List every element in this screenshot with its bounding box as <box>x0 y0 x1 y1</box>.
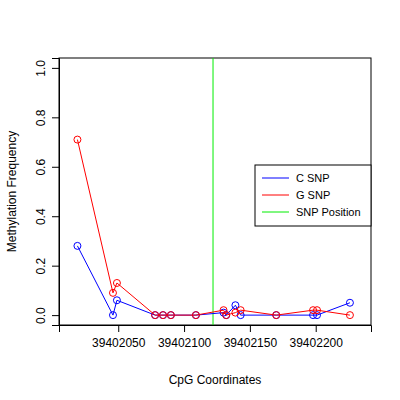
x-tick-label: 39402050 <box>92 336 146 350</box>
y-tick: 0.8 <box>34 109 59 126</box>
x-tick-label: 39402100 <box>158 336 212 350</box>
point <box>152 312 159 319</box>
y-tick: 0.2 <box>34 258 59 275</box>
legend-swatch <box>262 212 289 213</box>
y-axis-title: Methylation Frequency <box>5 131 19 252</box>
y-tick-label: 0.6 <box>34 159 48 176</box>
y-tick-label: 0.0 <box>34 307 48 324</box>
legend-label: G SNP <box>296 189 330 201</box>
x-tick: 39402100 <box>158 325 212 350</box>
point <box>109 289 116 296</box>
point <box>74 242 81 249</box>
y-tick: 1.0 <box>34 60 59 77</box>
point <box>273 312 280 319</box>
x-tick: 39402150 <box>224 325 278 350</box>
x-tick: 39402200 <box>290 325 344 350</box>
plot-area <box>74 58 354 325</box>
point <box>160 312 167 319</box>
y-tick-label: 0.8 <box>34 109 48 126</box>
plot-frame <box>59 58 371 325</box>
y-axis: 0.0 0.2 0.4 0.6 0.8 1.0 <box>34 59 60 326</box>
x-axis-title: CpG Coordinates <box>169 373 262 387</box>
y-tick-mark <box>52 216 59 217</box>
point <box>192 312 199 319</box>
x-tick-mark <box>118 325 119 332</box>
x-axis-line <box>60 326 372 333</box>
point <box>237 307 244 314</box>
y-tick-label: 0.4 <box>34 208 48 225</box>
y-tick: 0.0 <box>34 307 59 324</box>
legend-label: C SNP <box>296 172 330 184</box>
point <box>223 312 230 319</box>
x-tick-label: 39402150 <box>224 336 278 350</box>
legend-swatch <box>262 195 289 196</box>
point <box>113 297 120 304</box>
y-tick-label: 1.0 <box>34 60 48 77</box>
point <box>109 312 116 319</box>
legend: C SNP G SNP SNP Position <box>255 165 371 226</box>
x-tick-mark <box>250 325 251 332</box>
x-tick-label: 39402200 <box>290 336 344 350</box>
y-tick-label: 0.2 <box>34 258 48 275</box>
point <box>113 279 120 286</box>
snp-line <box>213 58 214 325</box>
x-tick-mark <box>184 325 185 332</box>
y-tick-mark <box>52 167 59 168</box>
chart: 394020503940210039402150394022000.00.20.… <box>0 0 400 400</box>
x-tick-mark <box>316 325 317 332</box>
legend-label: SNP Position <box>296 206 361 218</box>
legend-box <box>255 165 371 226</box>
y-tick-mark <box>52 266 59 267</box>
x-tick: 39402050 <box>92 325 146 350</box>
point <box>314 307 321 314</box>
y-tick: 0.4 <box>34 208 59 225</box>
y-tick-mark <box>52 68 59 69</box>
legend-swatch <box>262 178 289 179</box>
point <box>167 312 174 319</box>
y-tick-mark <box>52 315 59 316</box>
y-axis-line <box>52 59 60 326</box>
point <box>346 312 353 319</box>
y-tick-mark <box>52 117 59 118</box>
point <box>74 136 81 143</box>
point <box>346 299 353 306</box>
x-axis: 39402050 39402100 39402150 39402200 <box>60 325 372 350</box>
y-tick: 0.6 <box>34 159 59 176</box>
series-line <box>77 246 350 315</box>
